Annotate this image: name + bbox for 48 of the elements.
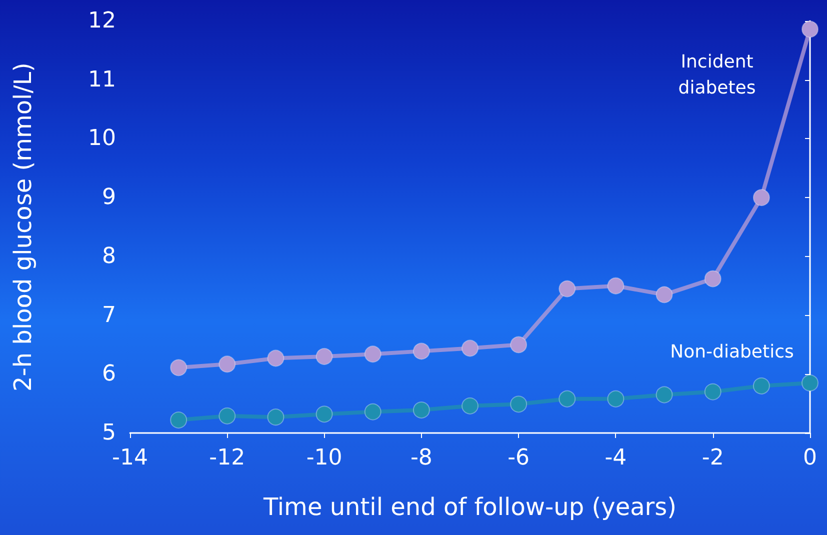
point: [607, 390, 624, 408]
y-tick-label: 10: [88, 126, 116, 152]
y-tick-label: 8: [102, 244, 116, 269]
point: [656, 386, 673, 404]
point: [170, 412, 188, 429]
x-tick-label: -2: [702, 446, 724, 470]
point: [704, 383, 722, 400]
point: [558, 390, 576, 408]
point: [364, 346, 382, 363]
point: [364, 403, 382, 420]
x-tick-label: -6: [508, 446, 530, 470]
point: [752, 377, 770, 394]
point: [412, 342, 430, 360]
series-label: Non-diabetics: [670, 341, 794, 362]
point: [267, 350, 284, 367]
point: [656, 286, 673, 304]
y-tick-label: 6: [102, 362, 116, 387]
y-tick-label: 9: [102, 185, 116, 210]
y-tick-label: 7: [102, 302, 116, 328]
x-tick-label: -10: [306, 446, 342, 470]
point: [316, 348, 333, 365]
point: [558, 280, 576, 298]
y-tick-label: 12: [88, 8, 116, 34]
point: [316, 406, 333, 423]
x-tick-label: -14: [112, 446, 148, 470]
x-tick-label: -8: [410, 446, 432, 470]
point: [704, 270, 722, 288]
y-tick-label: 11: [88, 67, 116, 92]
point: [218, 407, 236, 424]
x-axis-title: Time until end of follow-up (years): [262, 493, 677, 521]
series-label: Incident diabetes: [678, 52, 756, 99]
y-tick-label: 5: [102, 420, 116, 446]
point: [802, 20, 818, 38]
point: [218, 356, 236, 373]
point: [510, 336, 528, 354]
x-tick-label: 0: [803, 446, 817, 470]
point: [752, 189, 770, 206]
x-tick-label: -4: [604, 446, 627, 470]
point: [607, 277, 624, 294]
point: [412, 402, 430, 419]
point: [802, 374, 818, 392]
point: [267, 408, 284, 426]
x-tick-label: -12: [209, 446, 246, 470]
point: [462, 340, 478, 357]
point: [462, 397, 478, 414]
point: [170, 359, 188, 376]
point: [510, 396, 528, 413]
y-axis-title: 2-h blood glucose (mmol/L): [9, 62, 37, 392]
